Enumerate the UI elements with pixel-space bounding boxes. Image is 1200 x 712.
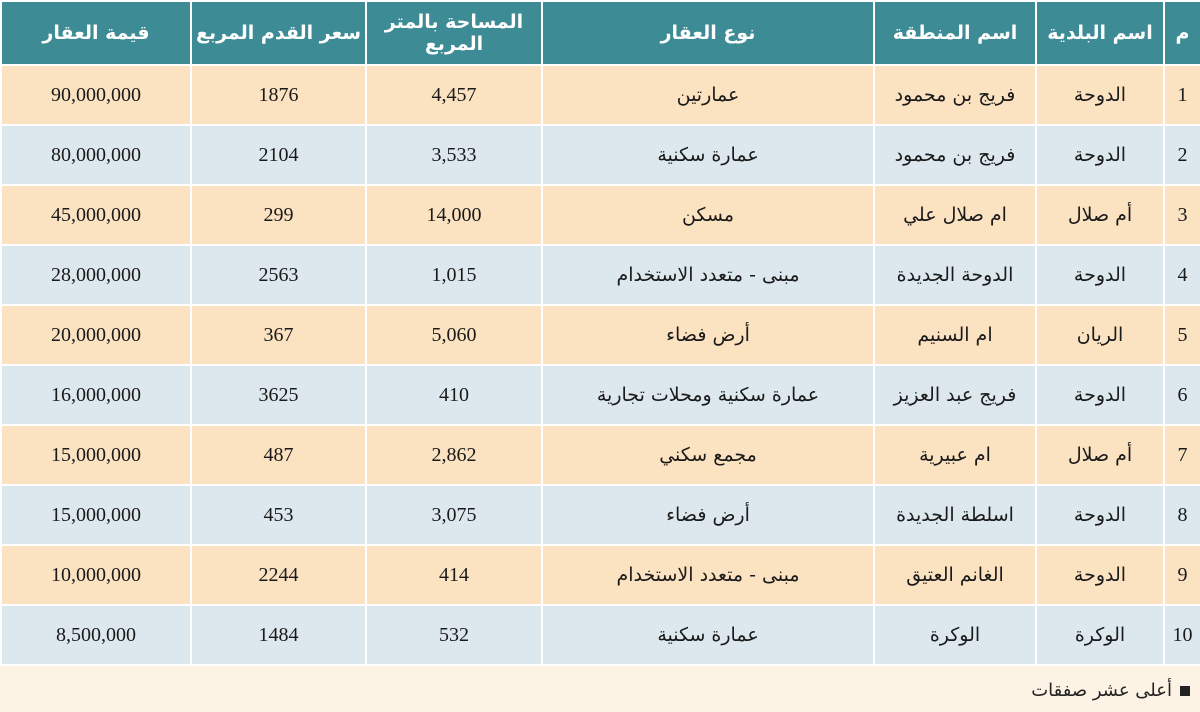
table-caption: أعلى عشر صفقات xyxy=(1031,680,1190,701)
cell-area-name: ام صلال علي xyxy=(873,184,1037,246)
cell-municipality: الدوحة xyxy=(1035,244,1165,306)
cell-num: 2 xyxy=(1163,124,1200,186)
cell-num: 1 xyxy=(1163,64,1200,126)
cell-num: 8 xyxy=(1163,484,1200,546)
cell-municipality: أم صلال xyxy=(1035,184,1165,246)
cell-area-sqm: 414 xyxy=(365,544,543,606)
cell-municipality: الدوحة xyxy=(1035,124,1165,186)
cell-price-sqft: 2563 xyxy=(190,244,367,306)
cell-num: 10 xyxy=(1163,604,1200,666)
cell-area-sqm: 3,075 xyxy=(365,484,543,546)
cell-area-sqm: 532 xyxy=(365,604,543,666)
cell-price-sqft: 487 xyxy=(190,424,367,486)
cell-price-sqft: 299 xyxy=(190,184,367,246)
cell-municipality: الدوحة xyxy=(1035,484,1165,546)
cell-price-sqft: 367 xyxy=(190,304,367,366)
cell-area-sqm: 2,862 xyxy=(365,424,543,486)
cell-area-name: الغانم العتيق xyxy=(873,544,1037,606)
table-row: 10 الوكرة الوكرة عمارة سكنية 532 1484 8,… xyxy=(0,604,1200,666)
cell-property-type: عمارة سكنية xyxy=(541,124,875,186)
table-row: 3 أم صلال ام صلال علي مسكن 14,000 299 45… xyxy=(0,184,1200,246)
cell-area-sqm: 14,000 xyxy=(365,184,543,246)
cell-property-type: أرض فضاء xyxy=(541,304,875,366)
cell-value: 45,000,000 xyxy=(0,184,192,246)
table-row: 1 الدوحة فريج بن محمود عمارتين 4,457 187… xyxy=(0,64,1200,126)
cell-area-name: ام عبيرية xyxy=(873,424,1037,486)
cell-value: 10,000,000 xyxy=(0,544,192,606)
header-num: م xyxy=(1163,0,1200,66)
caption-text: أعلى عشر صفقات xyxy=(1031,680,1172,701)
cell-num: 7 xyxy=(1163,424,1200,486)
header-property-type: نوع العقار xyxy=(541,0,875,66)
cell-area-name: فريج بن محمود xyxy=(873,124,1037,186)
cell-municipality: الدوحة xyxy=(1035,544,1165,606)
cell-num: 6 xyxy=(1163,364,1200,426)
table-header-row: م اسم البلدية اسم المنطقة نوع العقار الم… xyxy=(0,0,1200,66)
cell-num: 3 xyxy=(1163,184,1200,246)
transactions-table-container: م اسم البلدية اسم المنطقة نوع العقار الم… xyxy=(0,0,1200,666)
square-bullet-icon xyxy=(1180,685,1190,696)
cell-value: 28,000,000 xyxy=(0,244,192,306)
cell-price-sqft: 2104 xyxy=(190,124,367,186)
cell-property-type: مجمع سكني xyxy=(541,424,875,486)
cell-municipality: الدوحة xyxy=(1035,364,1165,426)
cell-value: 90,000,000 xyxy=(0,64,192,126)
table-row: 8 الدوحة اسلطة الجديدة أرض فضاء 3,075 45… xyxy=(0,484,1200,546)
cell-area-name: الوكرة xyxy=(873,604,1037,666)
cell-num: 5 xyxy=(1163,304,1200,366)
cell-municipality: الريان xyxy=(1035,304,1165,366)
cell-municipality: الوكرة xyxy=(1035,604,1165,666)
cell-area-sqm: 1,015 xyxy=(365,244,543,306)
header-value: قيمة العقار xyxy=(0,0,192,66)
cell-num: 9 xyxy=(1163,544,1200,606)
cell-value: 15,000,000 xyxy=(0,484,192,546)
cell-area-sqm: 4,457 xyxy=(365,64,543,126)
cell-property-type: أرض فضاء xyxy=(541,484,875,546)
cell-price-sqft: 2244 xyxy=(190,544,367,606)
cell-property-type: عمارة سكنية ومحلات تجارية xyxy=(541,364,875,426)
header-municipality: اسم البلدية xyxy=(1035,0,1165,66)
cell-area-name: الدوحة الجديدة xyxy=(873,244,1037,306)
table-row: 6 الدوحة فريج عبد العزيز عمارة سكنية ومح… xyxy=(0,364,1200,426)
header-area-name: اسم المنطقة xyxy=(873,0,1037,66)
cell-area-sqm: 5,060 xyxy=(365,304,543,366)
cell-value: 15,000,000 xyxy=(0,424,192,486)
cell-property-type: مبنى - متعدد الاستخدام xyxy=(541,244,875,306)
cell-price-sqft: 453 xyxy=(190,484,367,546)
cell-value: 16,000,000 xyxy=(0,364,192,426)
cell-price-sqft: 1484 xyxy=(190,604,367,666)
cell-area-name: اسلطة الجديدة xyxy=(873,484,1037,546)
table-row: 9 الدوحة الغانم العتيق مبنى - متعدد الاس… xyxy=(0,544,1200,606)
cell-area-sqm: 3,533 xyxy=(365,124,543,186)
table-row: 7 أم صلال ام عبيرية مجمع سكني 2,862 487 … xyxy=(0,424,1200,486)
cell-area-sqm: 410 xyxy=(365,364,543,426)
cell-area-name: فريج بن محمود xyxy=(873,64,1037,126)
header-area-sqm: المساحة بالمتر المربع xyxy=(365,0,543,66)
table-row: 5 الريان ام السنيم أرض فضاء 5,060 367 20… xyxy=(0,304,1200,366)
cell-price-sqft: 1876 xyxy=(190,64,367,126)
table-row: 4 الدوحة الدوحة الجديدة مبنى - متعدد الا… xyxy=(0,244,1200,306)
top-transactions-table: م اسم البلدية اسم المنطقة نوع العقار الم… xyxy=(0,0,1200,666)
cell-municipality: أم صلال xyxy=(1035,424,1165,486)
header-price-sqft: سعر القدم المربع xyxy=(190,0,367,66)
table-row: 2 الدوحة فريج بن محمود عمارة سكنية 3,533… xyxy=(0,124,1200,186)
cell-property-type: عمارتين xyxy=(541,64,875,126)
cell-property-type: عمارة سكنية xyxy=(541,604,875,666)
cell-property-type: مسكن xyxy=(541,184,875,246)
cell-num: 4 xyxy=(1163,244,1200,306)
cell-municipality: الدوحة xyxy=(1035,64,1165,126)
cell-value: 8,500,000 xyxy=(0,604,192,666)
cell-value: 20,000,000 xyxy=(0,304,192,366)
cell-area-name: فريج عبد العزيز xyxy=(873,364,1037,426)
cell-value: 80,000,000 xyxy=(0,124,192,186)
cell-area-name: ام السنيم xyxy=(873,304,1037,366)
cell-price-sqft: 3625 xyxy=(190,364,367,426)
cell-property-type: مبنى - متعدد الاستخدام xyxy=(541,544,875,606)
